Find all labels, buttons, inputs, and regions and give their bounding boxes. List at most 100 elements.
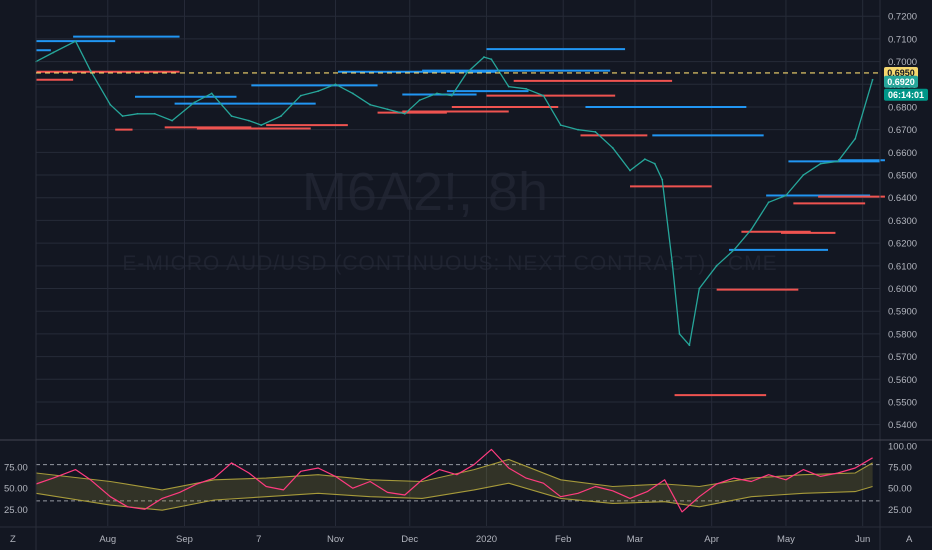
watermark-symbol: M6A2!, 8h bbox=[302, 162, 548, 222]
price-point bbox=[369, 103, 372, 106]
price-point bbox=[525, 87, 527, 90]
price-point bbox=[247, 119, 250, 122]
last-price-label: 0.6920 bbox=[887, 77, 915, 87]
grid bbox=[36, 0, 880, 526]
time-tick-label: Jun bbox=[855, 534, 870, 545]
time-tick-label: May bbox=[777, 534, 795, 545]
price-point bbox=[594, 131, 597, 133]
price-tick-label: 0.6400 bbox=[888, 193, 917, 204]
auto-scale-icon[interactable]: A bbox=[906, 534, 913, 545]
price-tick-label: 0.5900 bbox=[888, 307, 917, 318]
price-point bbox=[386, 108, 389, 111]
time-tick-label: Apr bbox=[704, 534, 719, 545]
price-tick-label: 0.6500 bbox=[888, 171, 917, 182]
price-point bbox=[643, 158, 646, 161]
alert-price-label: 0.6950 bbox=[887, 68, 915, 78]
price-point bbox=[653, 162, 656, 165]
price-point bbox=[661, 178, 664, 181]
oscillator-tick-label: 50.00 bbox=[888, 484, 912, 495]
price-tick-label: 0.6100 bbox=[888, 261, 917, 272]
price-tick-label: 0.7100 bbox=[888, 34, 917, 45]
price-tick-label: 0.6600 bbox=[888, 148, 917, 159]
price-point bbox=[611, 146, 614, 149]
oscillator-left-tick-label: 50.00 bbox=[4, 484, 28, 495]
price-tick-label: 0.6200 bbox=[888, 239, 917, 250]
price-point bbox=[629, 169, 631, 172]
oscillator-pane bbox=[35, 448, 880, 513]
price-tick-label: 0.5600 bbox=[888, 375, 917, 386]
price-tick-label: 0.7000 bbox=[888, 57, 917, 68]
price-point bbox=[351, 92, 354, 95]
price-tick-label: 0.7200 bbox=[888, 12, 917, 23]
price-point bbox=[193, 101, 196, 104]
price-point bbox=[490, 58, 493, 61]
price-point bbox=[819, 162, 822, 165]
price-point bbox=[465, 72, 468, 74]
price-point bbox=[483, 56, 485, 58]
timezone-icon[interactable]: Z bbox=[10, 534, 16, 545]
price-point bbox=[837, 160, 839, 163]
price-point bbox=[171, 119, 174, 122]
price-tick-label: 0.6300 bbox=[888, 216, 917, 227]
price-tick-label: 0.5500 bbox=[888, 397, 917, 408]
price-point bbox=[785, 194, 787, 197]
price-point bbox=[334, 83, 337, 86]
time-tick-label: 7 bbox=[256, 534, 261, 545]
price-axis[interactable]: 0.72000.71000.70000.69000.68000.67000.66… bbox=[888, 12, 917, 431]
oscillator-tick-label: 25.00 bbox=[888, 505, 912, 516]
price-point bbox=[577, 128, 579, 131]
price-point bbox=[418, 99, 421, 102]
oscillator-left-tick-label: 25.00 bbox=[4, 505, 28, 516]
price-series bbox=[35, 40, 874, 347]
price-tick-label: 0.5400 bbox=[888, 420, 917, 431]
oscillator-axis[interactable]: 100.00 75.00 50.00 25.00 75.00 50.00 25.00 bbox=[4, 442, 917, 516]
price-point bbox=[74, 40, 77, 43]
price-point bbox=[230, 115, 233, 117]
oscillator-tick-label: 100.00 bbox=[888, 442, 917, 453]
price-tick-label: 0.5800 bbox=[888, 329, 917, 340]
price-point bbox=[733, 249, 735, 251]
time-tick-label: Feb bbox=[555, 534, 571, 545]
price-point bbox=[299, 94, 302, 97]
time-tick-label: Aug bbox=[99, 534, 116, 545]
time-axis[interactable]: Aug Sep 7 Nov Dec 2020 Feb Mar Apr May Jun bbox=[99, 534, 870, 545]
price-point bbox=[450, 94, 453, 97]
price-point bbox=[715, 264, 718, 267]
price-point bbox=[280, 115, 282, 117]
last-price-badge: 0.6920 bbox=[884, 75, 918, 88]
watermark-description: E-MICRO AUD/USD (CONTINUOUS: NEXT CONTRA… bbox=[122, 252, 777, 275]
time-tick-label: Sep bbox=[176, 534, 193, 545]
time-tick-label: Mar bbox=[627, 534, 643, 545]
price-point bbox=[854, 137, 857, 140]
price-point bbox=[210, 92, 213, 95]
price-point bbox=[802, 174, 805, 176]
price-point bbox=[136, 112, 139, 115]
price-point bbox=[671, 260, 673, 263]
price-point bbox=[436, 92, 438, 95]
price-tick-label: 0.5700 bbox=[888, 352, 917, 363]
price-point bbox=[109, 103, 112, 106]
price-point bbox=[121, 115, 124, 117]
oscillator-left-tick-label: 75.00 bbox=[4, 463, 28, 474]
countdown-badge: 06:14:01 bbox=[884, 88, 928, 101]
time-tick-label: Dec bbox=[401, 534, 418, 545]
price-point bbox=[507, 85, 510, 88]
price-point bbox=[260, 124, 263, 127]
price-tick-label: 0.6800 bbox=[888, 102, 917, 113]
price-point bbox=[52, 51, 55, 54]
oscillator-line bbox=[35, 448, 873, 513]
price-point bbox=[542, 94, 545, 97]
price-tick-label: 0.6000 bbox=[888, 284, 917, 295]
price-point bbox=[750, 228, 753, 231]
price-tick-label: 0.6700 bbox=[888, 125, 917, 136]
price-point bbox=[678, 332, 681, 335]
oscillator-lower-band bbox=[35, 482, 873, 511]
price-point bbox=[871, 78, 874, 81]
price-point bbox=[153, 112, 156, 115]
time-tick-label: 2020 bbox=[476, 534, 497, 545]
price-point bbox=[89, 69, 92, 72]
oscillator-tick-label: 75.00 bbox=[888, 463, 912, 474]
price-point bbox=[317, 90, 320, 92]
